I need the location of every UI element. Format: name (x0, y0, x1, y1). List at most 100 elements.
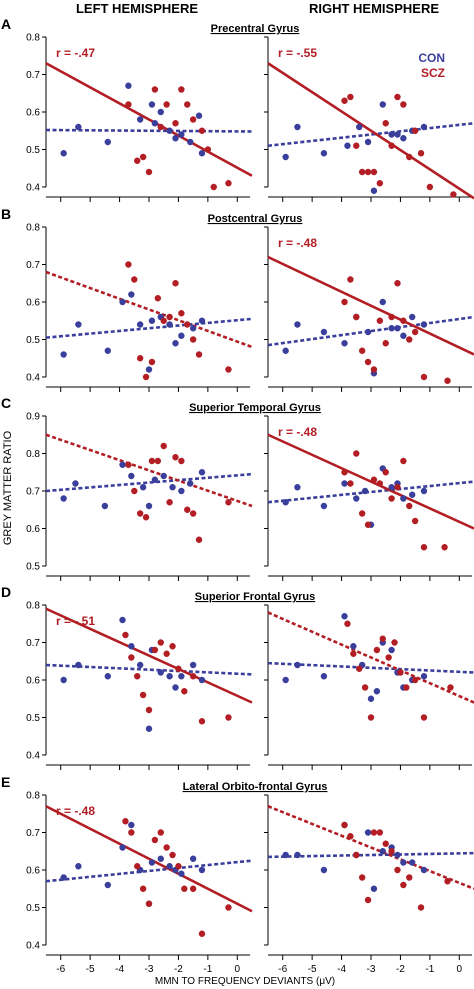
scz-point (128, 654, 135, 661)
con-point (367, 695, 375, 702)
scz-point (450, 191, 457, 198)
y-tick-label: 0.6 (26, 108, 40, 119)
con-point (353, 495, 360, 502)
con-point (60, 874, 67, 881)
scz-point (134, 157, 141, 164)
scz-point (160, 317, 167, 324)
scz-fit-line (267, 255, 474, 356)
scz-point (122, 631, 129, 639)
subplot-left: 0.4 0.5 0.6 0.7 0.8 (26, 223, 253, 392)
x-tick-label: -5 (86, 964, 95, 975)
scz-point (134, 673, 141, 680)
scz-point (447, 684, 454, 691)
con-point (282, 676, 289, 684)
scz-point (406, 336, 413, 343)
con-point (172, 340, 179, 347)
scz-point (131, 487, 138, 495)
scz-point (370, 168, 378, 176)
panel-letter: D (1, 584, 11, 600)
scz-point (417, 150, 425, 157)
con-fit-line (45, 317, 253, 339)
con-point (104, 347, 112, 354)
con-point (320, 150, 328, 157)
con-point (198, 469, 206, 476)
con-point (178, 487, 185, 495)
scz-point (444, 878, 451, 885)
scz-point (347, 833, 354, 840)
scz-point (154, 295, 162, 302)
con-point (125, 82, 132, 89)
scz-point (184, 101, 191, 108)
con-fit-line (45, 472, 253, 493)
scz-point (198, 127, 206, 134)
panel-c: C Superior Temporal Gyrus 0.5 0.6 0.7 0.8 0.9 r… (1, 395, 474, 581)
con-point (294, 484, 301, 491)
con-point (379, 848, 386, 855)
scz-point (358, 347, 366, 354)
scz-point (136, 355, 144, 362)
r-label: r = -.48 (278, 425, 317, 439)
scz-point (181, 885, 188, 892)
scz-point (397, 669, 404, 676)
con-point (104, 673, 112, 680)
panel-letter: C (1, 395, 11, 411)
scz-point (417, 904, 425, 911)
con-point (409, 859, 416, 866)
con-point (189, 325, 197, 332)
con-point (400, 332, 407, 339)
panel-a: A Precentral Gyrus 0.4 0.5 0.6 0.7 0.8 r = -.47… (1, 16, 474, 202)
y-tick-label: 0.4 (26, 941, 40, 952)
scz-point (172, 454, 179, 461)
con-point (394, 325, 401, 332)
scz-point (225, 180, 232, 187)
con-point (172, 135, 179, 142)
r-label: r = -.48 (278, 236, 317, 250)
subplot-right: -6 -5 -4 -3 -2 -1 0 (264, 794, 474, 975)
y-tick-label: 0.7 (26, 487, 40, 498)
scz-point (157, 829, 164, 836)
scz-fit-line (45, 607, 253, 704)
con-point (166, 863, 173, 870)
scz-point (189, 510, 197, 517)
scz-point (178, 86, 185, 93)
scz-point (341, 821, 348, 829)
scz-point (225, 366, 232, 373)
scz-fit-line (267, 62, 474, 200)
legend-scz: SCZ (421, 66, 445, 80)
scz-point (142, 514, 150, 521)
scz-point (225, 499, 232, 506)
subplot-right (264, 604, 474, 770)
con-point (420, 123, 428, 131)
scz-point (376, 480, 384, 487)
con-point (409, 313, 416, 321)
scz-point (166, 313, 173, 321)
con-point (373, 688, 381, 695)
scz-point (382, 340, 389, 347)
con-point (178, 870, 185, 877)
scz-point (353, 313, 360, 321)
scz-point (373, 646, 381, 654)
con-point (178, 131, 185, 138)
scz-point (145, 706, 153, 714)
scz-point (411, 127, 419, 134)
con-point (187, 480, 194, 487)
con-point (320, 502, 328, 510)
con-point (400, 859, 407, 866)
con-point (294, 321, 301, 328)
x-axis-label: MMN TO FREQUENCY DEVIANTS (μV) (155, 976, 335, 987)
y-tick-label: 0.7 (26, 260, 40, 271)
scz-point (163, 101, 170, 108)
scz-point (136, 510, 144, 517)
subplot-right: r = -.48 (264, 415, 474, 581)
scz-point (358, 874, 366, 881)
scz-point (163, 844, 170, 851)
scz-point (139, 885, 147, 892)
left-hemisphere-header: LEFT HEMISPHERE (76, 1, 198, 16)
con-point (128, 643, 135, 650)
scz-point (189, 116, 197, 123)
con-point (145, 725, 153, 732)
scz-point (210, 183, 217, 191)
y-tick-label: 0.4 (26, 373, 40, 384)
scz-point (198, 718, 206, 725)
scz-point (411, 517, 419, 525)
